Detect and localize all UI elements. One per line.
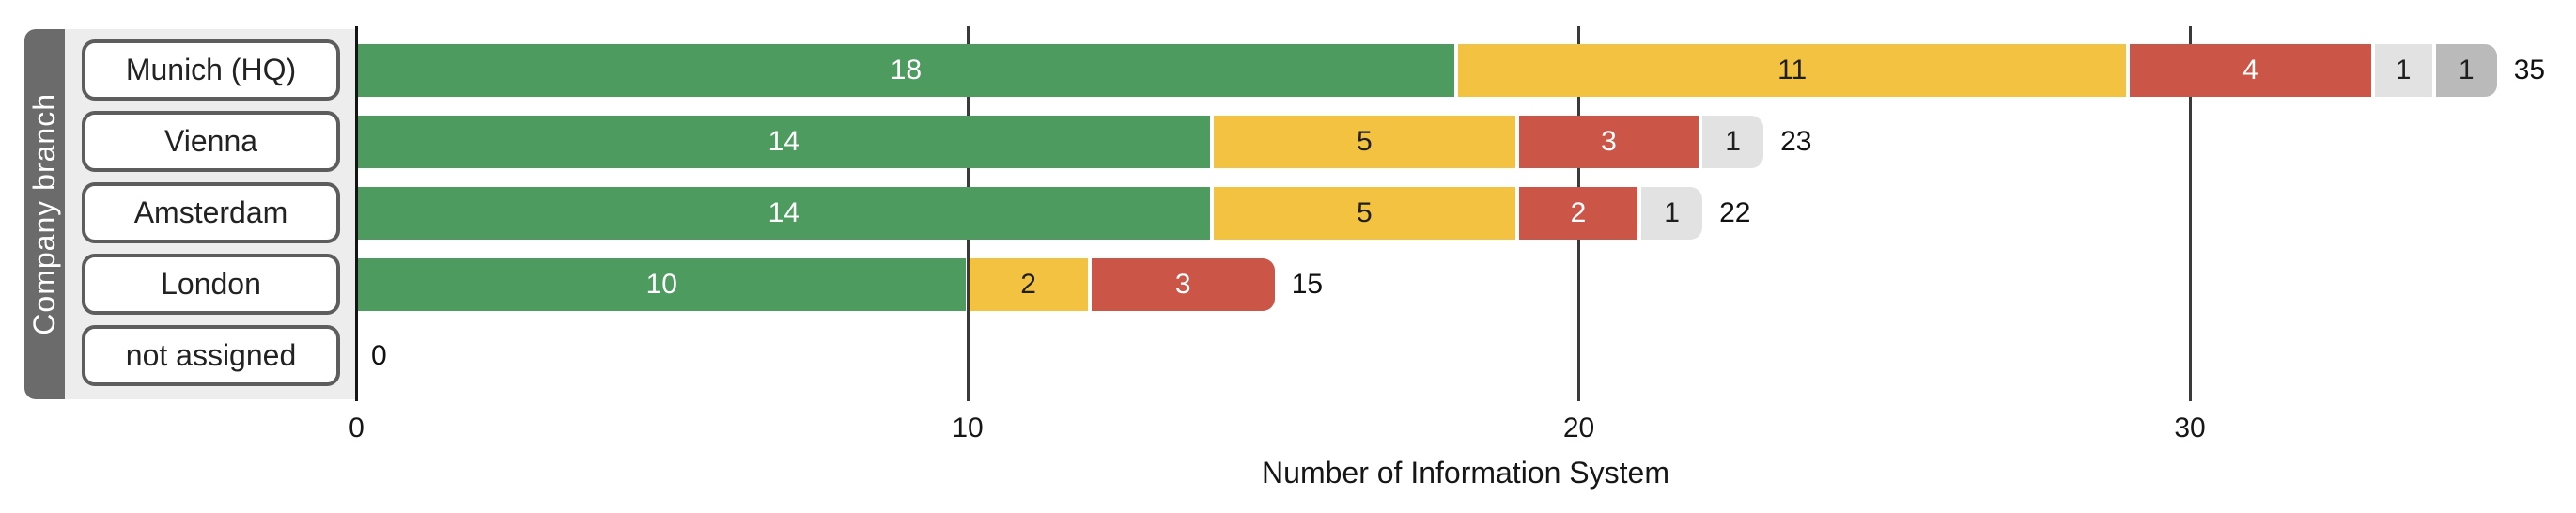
bar-segment-red[interactable]: 3 — [1518, 116, 1699, 168]
y-axis-band: Company branch — [24, 29, 65, 399]
x-tick-label-20: 20 — [1562, 412, 1595, 443]
bar-segment-yellow[interactable]: 5 — [1213, 187, 1515, 240]
bar-segment-yellow[interactable]: 11 — [1457, 44, 2127, 97]
category-box-london[interactable]: London — [82, 254, 340, 315]
category-box-munich-hq-[interactable]: Munich (HQ) — [82, 39, 340, 101]
bar-total-label: 15 — [1291, 269, 1324, 300]
x-tick-label-30: 30 — [2174, 412, 2206, 443]
y-axis-title: Company branch — [27, 93, 61, 335]
category-box-not-assigned[interactable]: not assigned — [82, 325, 340, 386]
bar-segment-lightgray[interactable]: 1 — [1641, 187, 1703, 240]
bar-segment-green[interactable]: 10 — [358, 258, 966, 311]
bar-total-label: 0 — [371, 340, 387, 371]
bar-segment-green[interactable]: 18 — [358, 44, 1454, 97]
bar-segment-red[interactable]: 4 — [2130, 44, 2371, 97]
x-axis-title: Number of Information System — [1262, 456, 1669, 490]
bar-segment-green[interactable]: 14 — [358, 187, 1210, 240]
x-tick-label-0: 0 — [349, 412, 365, 443]
bar-row: 14 5 3 1 23 — [358, 116, 1812, 168]
bar-segment-yellow[interactable]: 2 — [969, 258, 1088, 311]
bar-total-label: 22 — [1719, 197, 1751, 228]
bar-row: 14 5 2 1 22 — [358, 187, 1750, 240]
bar-segment-yellow[interactable]: 5 — [1213, 116, 1515, 168]
bar-segment-green[interactable]: 14 — [358, 116, 1210, 168]
category-box-vienna[interactable]: Vienna — [82, 111, 340, 172]
bar-row: 0 — [358, 330, 387, 382]
bar-total-label: 35 — [2513, 54, 2546, 86]
bar-segment-red[interactable]: 2 — [1518, 187, 1638, 240]
bar-row: 18 11 4 1 1 35 — [358, 44, 2545, 97]
bar-segment-lightgray[interactable]: 1 — [1702, 116, 1764, 168]
bar-row: 10 2 3 15 — [358, 258, 1323, 311]
bar-segment-lightgray[interactable]: 1 — [2374, 44, 2432, 97]
x-tick-label-10: 10 — [952, 412, 984, 443]
bar-segment-red[interactable]: 3 — [1091, 258, 1275, 311]
gridline-x-30 — [2188, 26, 2192, 401]
bar-segment-gray[interactable]: 1 — [2435, 44, 2497, 97]
y-axis-line — [355, 26, 358, 401]
category-box-amsterdam[interactable]: Amsterdam — [82, 182, 340, 243]
bar-total-label: 23 — [1780, 126, 1812, 157]
